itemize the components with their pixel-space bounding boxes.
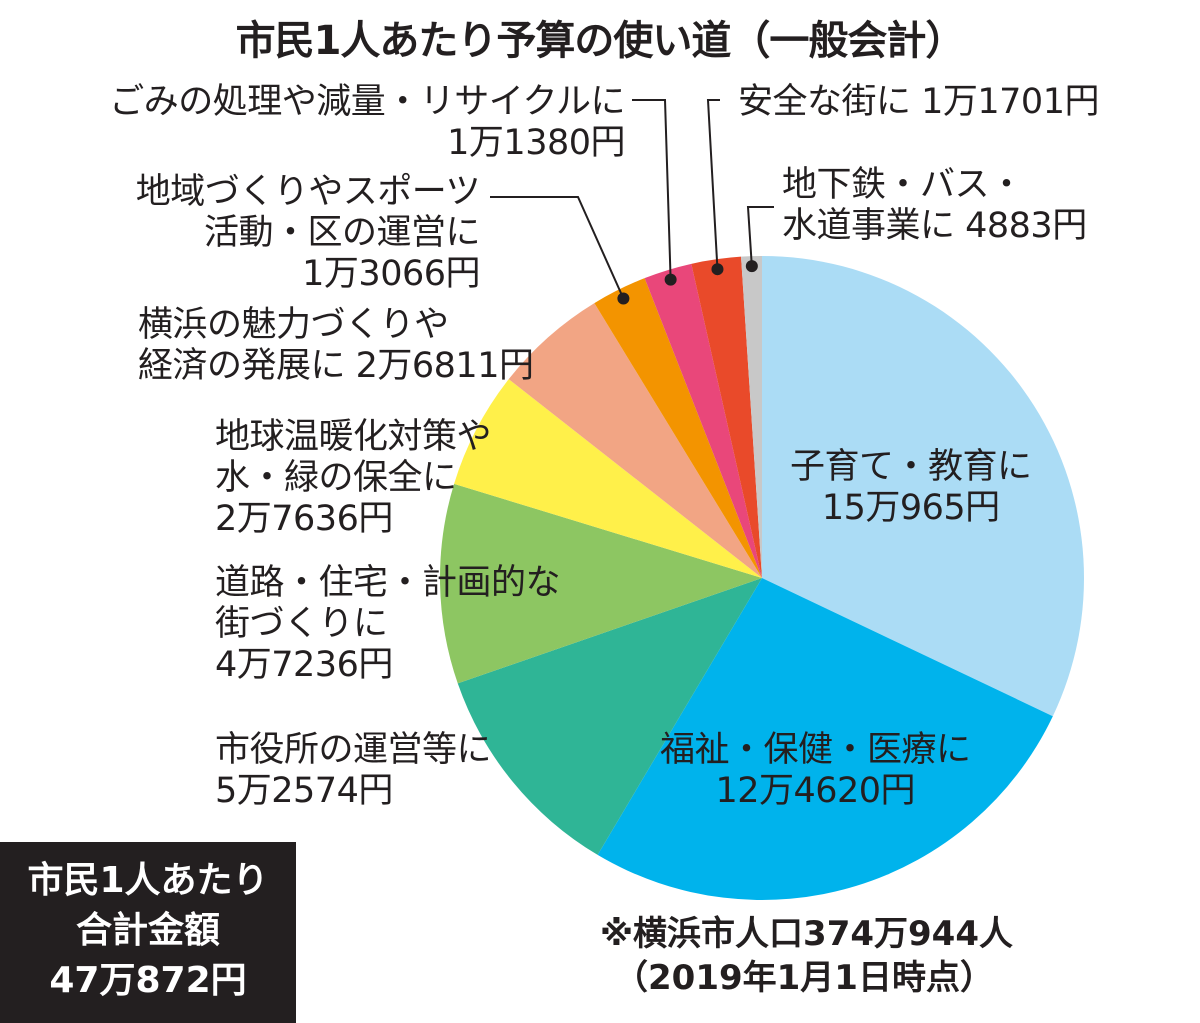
pie-slice-waste-recycling	[644, 263, 762, 578]
chart-title: 市民1人あたり予算の使い道（一般会計）	[235, 18, 966, 64]
leader-line-community-sports	[490, 196, 625, 299]
slice-label-roads-housing: 道路・住宅・計画的な 街づくりに 4万7236円	[215, 563, 561, 685]
leader-line-subway-bus-water	[746, 206, 774, 267]
pie-slice-roads-housing	[440, 483, 762, 684]
slice-label-environment: 地球温暖化対策や 水・緑の保全に 2万7636円	[215, 417, 492, 539]
note-line-1: ※横浜市人口374万944人	[600, 914, 1013, 954]
slice-label-subway-bus-water: 地下鉄・バス・ 水道事業に 4883円	[782, 165, 1087, 246]
pie-slice-environment	[454, 379, 762, 578]
total-line-1: 市民1人あたり	[27, 860, 269, 901]
pie-slice-city-hall	[457, 578, 762, 855]
pie-slice-yokohama-appeal	[508, 303, 762, 578]
pie-slice-subway-bus-water	[741, 256, 762, 578]
pie-slice-childcare-education	[762, 256, 1085, 717]
leader-line-waste-recycling	[632, 99, 672, 280]
slice-label-welfare-health: 福祉・保健・医療に 12万4620円	[660, 730, 971, 811]
leader-line-safe-city	[706, 99, 720, 270]
pie-slice-community-sports	[594, 278, 762, 578]
slice-label-community-sports: 地域づくりやスポーツ 活動・区の運営に 1万3066円	[135, 172, 481, 294]
total-amount-box: 市民1人あたり 合計金額 47万872円	[0, 842, 296, 1023]
leader-dot-subway-bus-water	[745, 260, 758, 273]
total-line-2: 合計金額	[75, 910, 220, 951]
pie-slice-welfare-health	[597, 578, 1053, 901]
slice-label-city-hall: 市役所の運営等に 5万2574円	[215, 730, 492, 811]
population-note: ※横浜市人口374万944人 （2019年1月1日時点）	[600, 912, 1013, 1000]
leader-dot-safe-city	[711, 263, 724, 276]
leader-dot-community-sports	[617, 292, 630, 305]
slice-label-childcare-education: 子育て・教育に 15万965円	[790, 447, 1032, 528]
note-line-2: （2019年1月1日時点）	[614, 958, 994, 998]
slice-label-yokohama-appeal: 横浜の魅力づくりや 経済の発展に 2万6811円	[138, 305, 534, 386]
pie-slice-safe-city	[691, 256, 762, 578]
total-line-3: 47万872円	[49, 960, 247, 1001]
leader-dot-waste-recycling	[664, 273, 677, 286]
slice-label-safe-city: 安全な街に 1万1701円	[738, 82, 1099, 122]
slice-label-waste-recycling: ごみの処理や減量・リサイクルに 1万1380円	[109, 82, 625, 163]
